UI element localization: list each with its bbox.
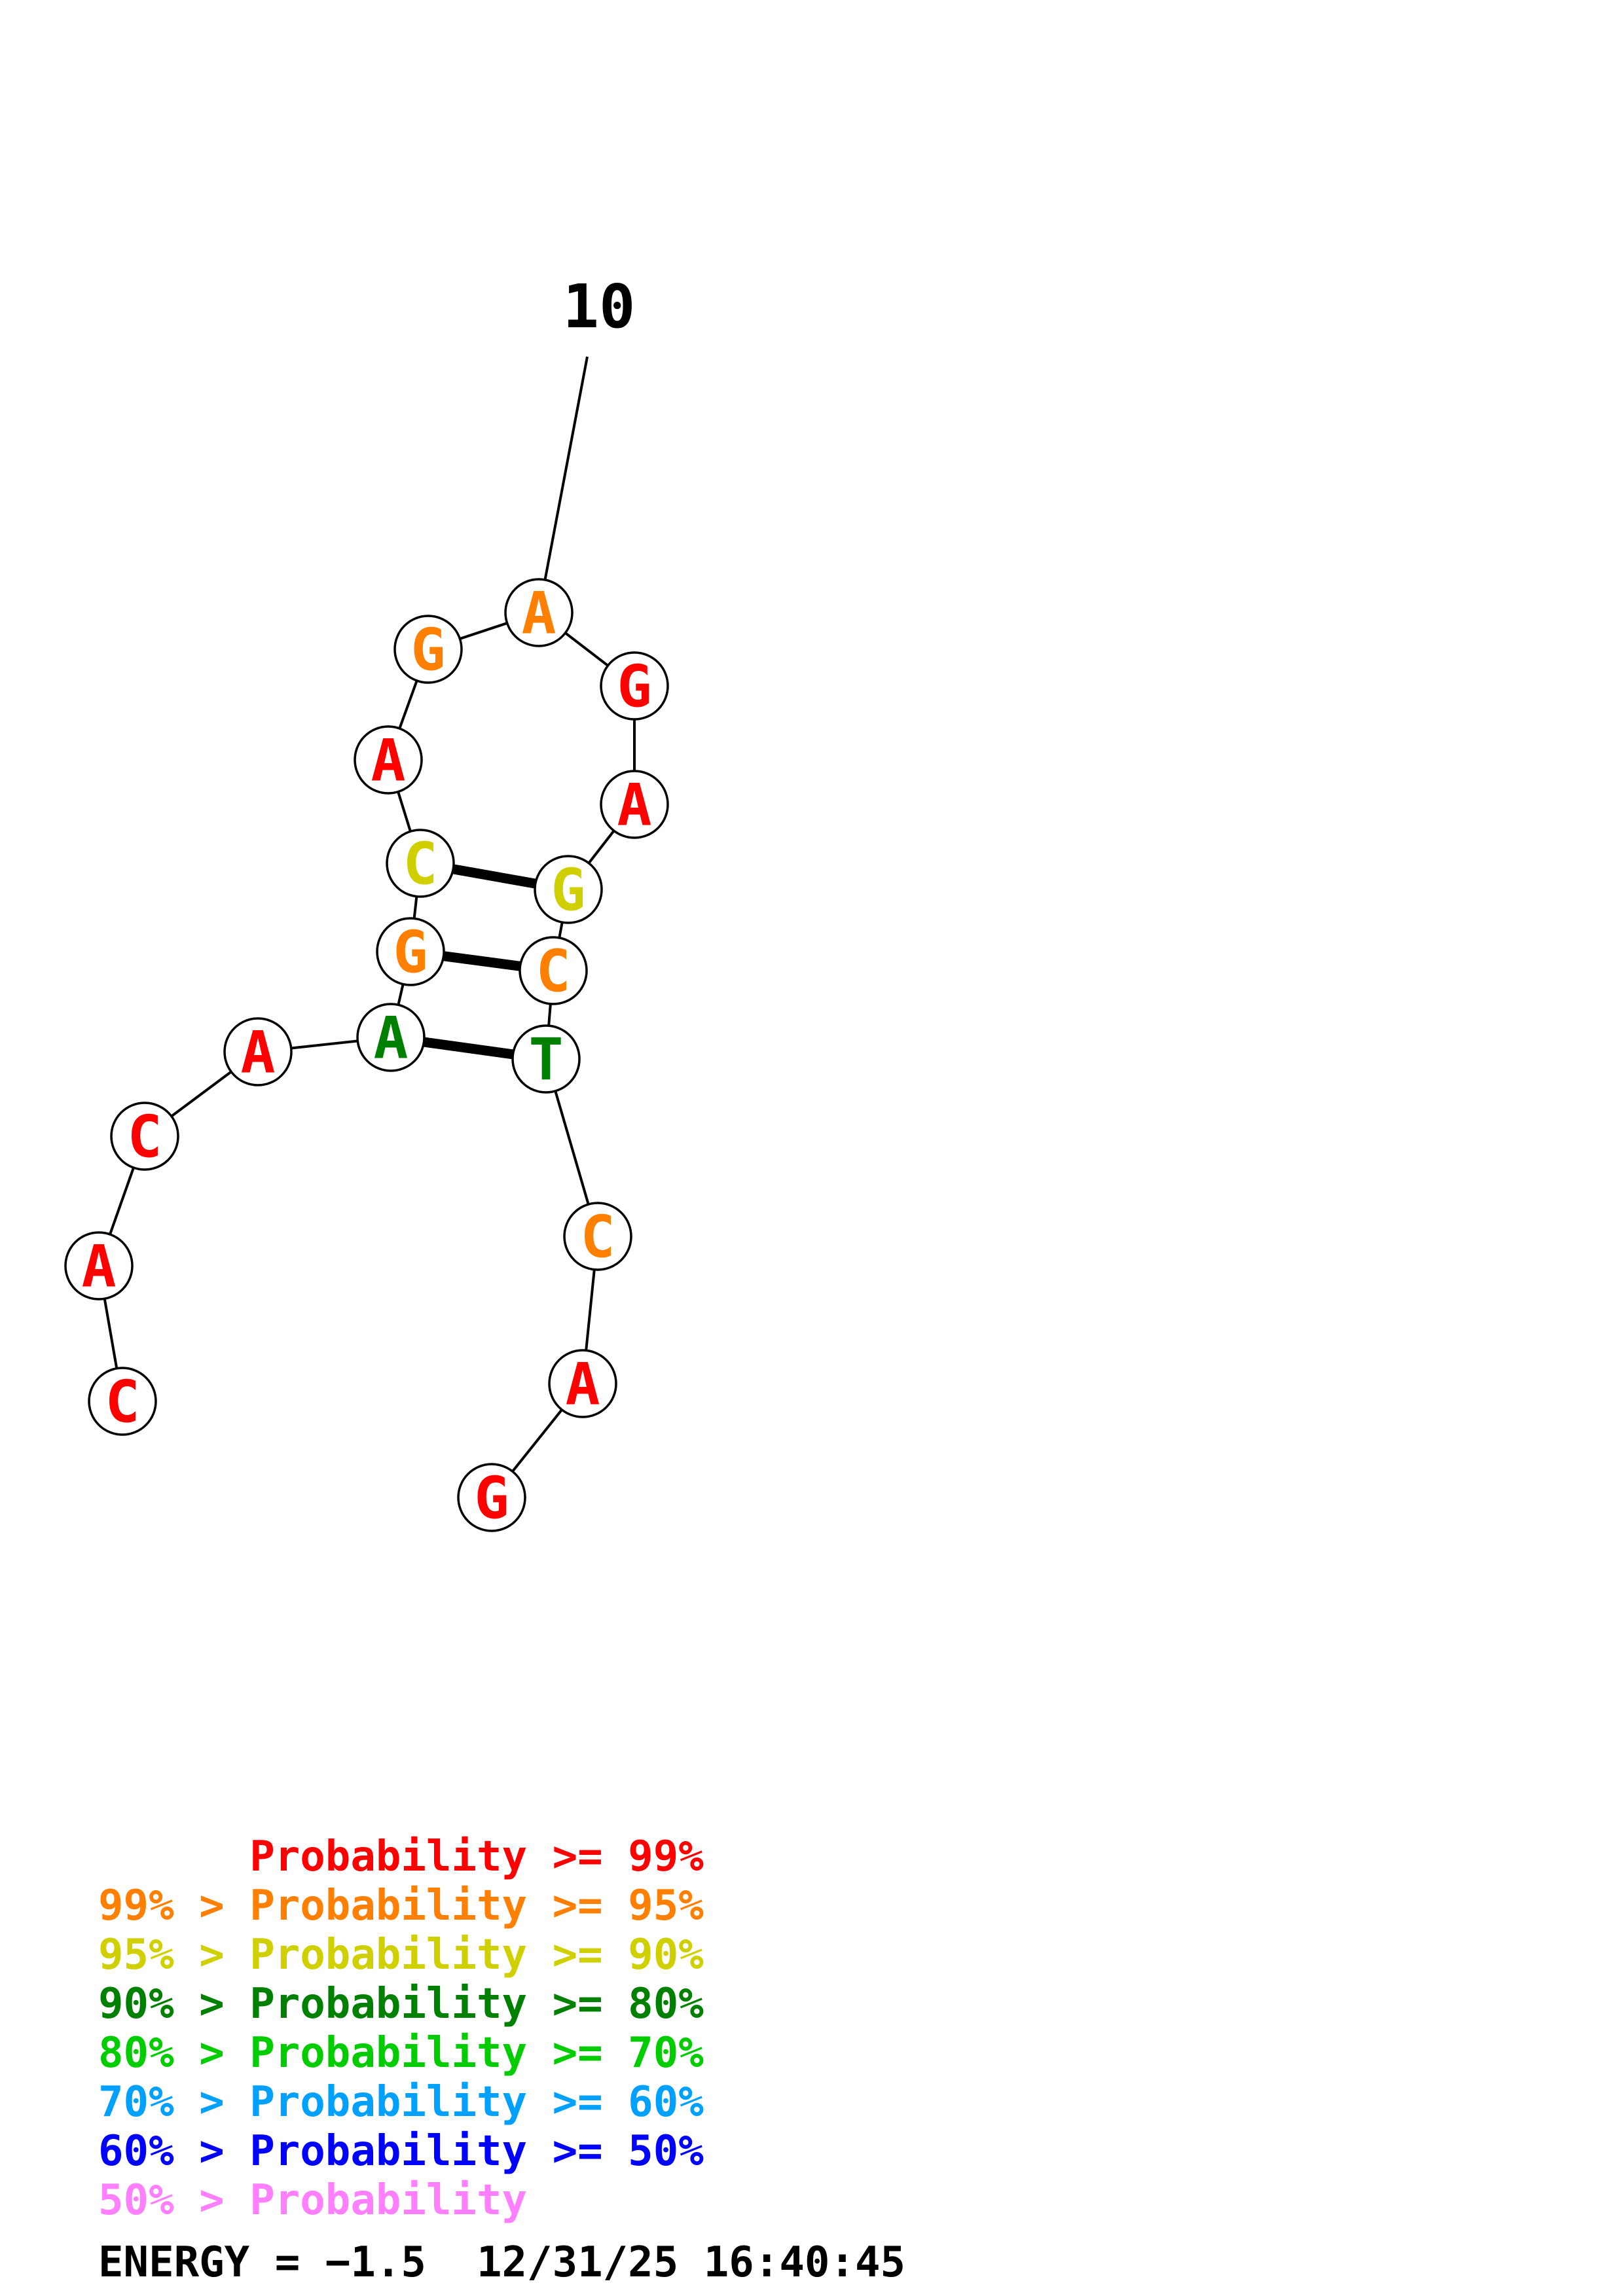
nucleotide-letter: A (82, 1233, 117, 1300)
nucleotide-node (600, 651, 669, 721)
legend-item: 70% > Probability >= 60% (98, 2078, 704, 2126)
nucleotide-node (223, 1017, 293, 1086)
nucleotide-letter: A (566, 1351, 600, 1418)
nucleotide-node (356, 1003, 426, 1072)
energy-text: ENERGY = −1.5 12/31/25 16:40:45 (98, 2238, 905, 2287)
nucleotide-letter: G (393, 919, 428, 986)
nucleotide-letter: A (374, 1005, 409, 1072)
nucleotide-node (563, 1202, 632, 1271)
nucleotide-letter: G (617, 653, 652, 721)
nucleotide-node (519, 936, 588, 1005)
nucleotide-letter: C (128, 1103, 162, 1171)
legend-item: 60% > Probability >= 50% (98, 2127, 704, 2176)
legend-item: 95% > Probability >= 90% (98, 1931, 704, 1979)
legend-item: 80% > Probability >= 70% (98, 2029, 704, 2077)
nucleotide-node (64, 1231, 134, 1300)
nucleotide-node (354, 725, 423, 795)
nucleotide-letter: G (475, 1465, 509, 1532)
nucleotide-node (110, 1102, 179, 1171)
probability-legend: Probability >= 99% 99% > Probability >= 9… (98, 1833, 704, 2225)
nucleotide-letter: A (371, 727, 406, 795)
nucleotide-letter: C (581, 1204, 615, 1271)
nucleotide-letter: C (403, 831, 438, 898)
legend-item: Probability >= 99% (98, 1833, 704, 1881)
nucleotide-node (511, 1024, 581, 1094)
legend-item: 90% > Probability >= 80% (98, 1980, 704, 2028)
nucleotide-letter: A (241, 1019, 276, 1086)
nucleotide-node (386, 829, 455, 898)
legend-item: 99% > Probability >= 95% (98, 1882, 704, 1930)
nucleotide-letter: A (522, 580, 556, 647)
nucleotide-letter: G (411, 617, 446, 684)
label-connector-line (538, 356, 589, 613)
nucleotide-node (504, 578, 574, 647)
nucleotide-node (534, 855, 603, 924)
nucleotide-node (88, 1367, 157, 1436)
nucleotide-node (600, 770, 669, 839)
nucleotide-node (457, 1463, 526, 1532)
sequence-position-label: 10 (563, 272, 636, 342)
nucleotide-letter: T (529, 1026, 564, 1094)
nucleotide-node (376, 917, 445, 986)
nucleotide-letter: C (536, 938, 571, 1005)
nucleotide-node (548, 1349, 617, 1418)
legend-item: 50% > Probability (98, 2176, 528, 2225)
nucleotide-node (393, 615, 463, 684)
nucleotide-letter: G (551, 857, 586, 924)
nucleotide-letter: C (105, 1369, 140, 1436)
nucleotide-letter: A (617, 772, 652, 839)
